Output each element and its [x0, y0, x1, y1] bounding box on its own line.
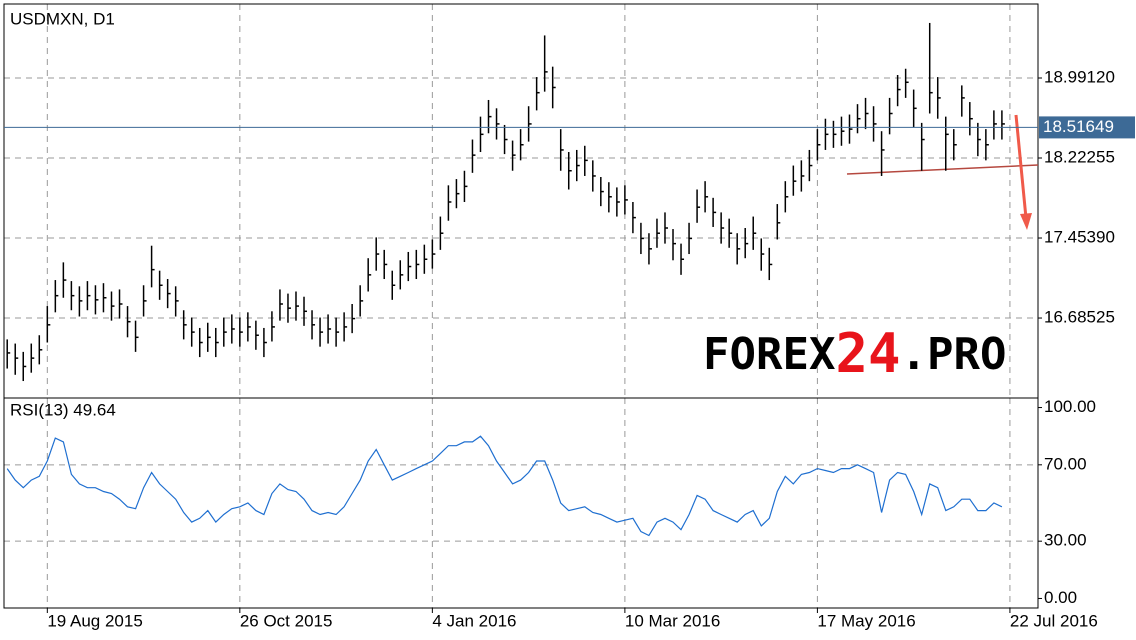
x-tick-label: 10 Mar 2016 — [625, 611, 720, 630]
rsi-panel — [3, 397, 1039, 609]
watermark-text: FOREX — [703, 329, 835, 380]
watermark: FOREX24.PRO — [703, 322, 1006, 385]
x-tick-label: 19 Aug 2015 — [47, 611, 142, 630]
y-tick-label: 17.45390 — [1044, 228, 1115, 247]
arrow — [1014, 114, 1028, 219]
x-tick-label: 17 May 2016 — [817, 611, 915, 630]
y-tick-label: 18.99120 — [1044, 67, 1115, 86]
y-tick-label: 18.22255 — [1044, 147, 1115, 166]
grid — [4, 4, 1038, 608]
rsi-title: RSI(13) 49.64 — [10, 400, 116, 419]
last-price-box — [1039, 116, 1135, 139]
x-tick-label: 4 Jan 2016 — [432, 611, 516, 630]
y-tick-label: 100.00 — [1044, 397, 1096, 416]
watermark-text: .PRO — [900, 329, 1006, 380]
watermark-number: 24 — [835, 322, 900, 385]
x-tick-label: 22 Jul 2016 — [1010, 611, 1098, 630]
y-tick-label: 30.00 — [1044, 531, 1087, 550]
rsi-line — [6, 435, 1003, 537]
y-tick-label: 70.00 — [1044, 454, 1087, 473]
y-tick-label: 16.68525 — [1044, 308, 1115, 327]
chart-title: USDMXN, D1 — [10, 9, 115, 28]
y-tick-label: 0.00 — [1044, 588, 1077, 607]
arrow-head — [1020, 213, 1032, 230]
x-tick-label: 26 Oct 2015 — [240, 611, 333, 630]
last-price-label: 18.51649 — [1043, 117, 1114, 136]
support-line — [846, 164, 1039, 175]
